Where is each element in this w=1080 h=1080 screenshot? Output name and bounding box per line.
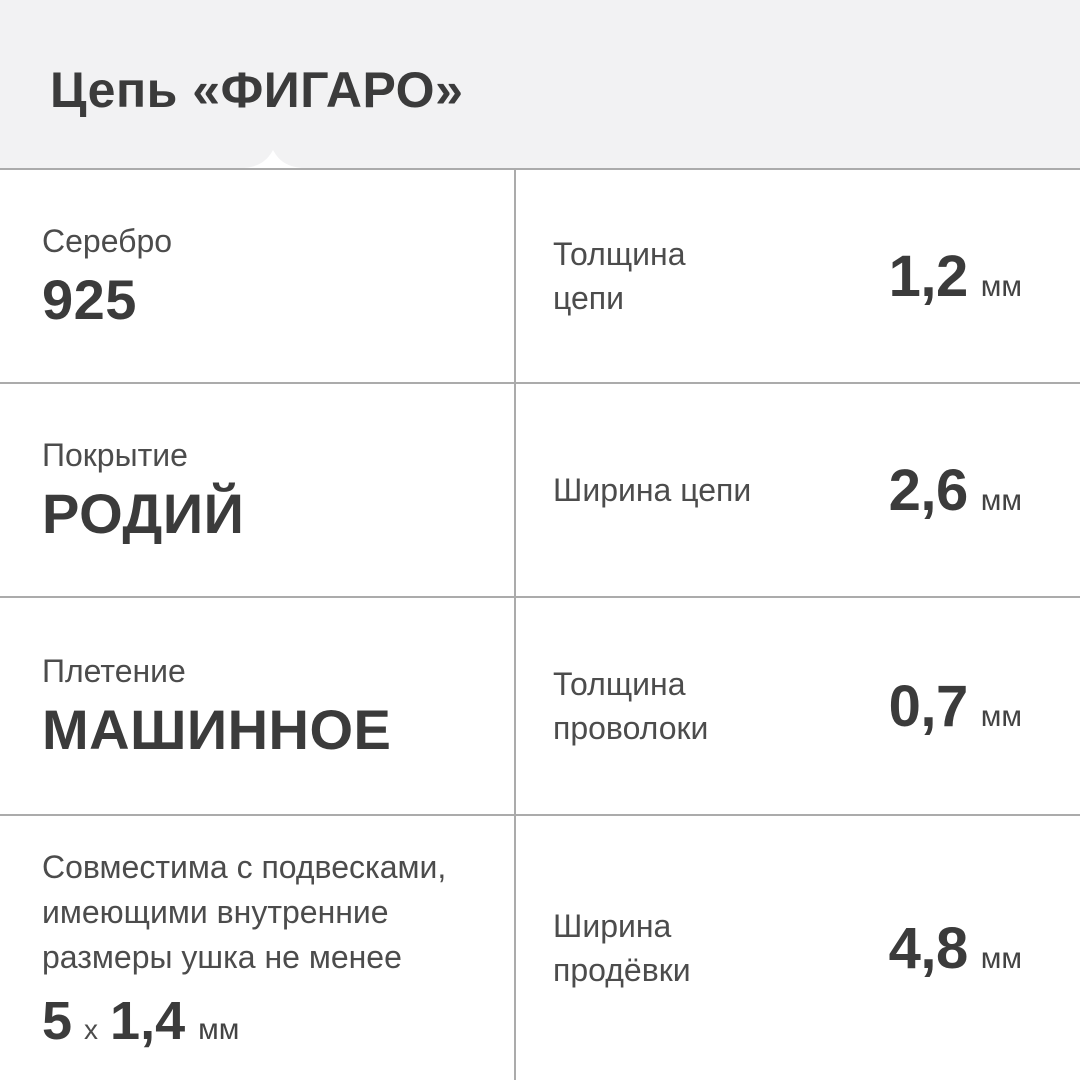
measure-number: 1,2 <box>888 243 969 309</box>
cell-silver: Серебро 925 <box>0 170 515 382</box>
cell-chain-thickness: Толщина цепи 1,2 мм <box>515 170 1080 382</box>
cell-threading-width: Ширина продёвки 4,8 мм <box>515 816 1080 1080</box>
header-pointer-notch <box>244 150 302 168</box>
measure-label: Толщина цепи <box>553 236 686 316</box>
measure-unit: мм <box>980 699 1022 733</box>
spec-value: 925 <box>42 268 137 331</box>
measure-label: Толщина проволоки <box>553 666 709 746</box>
table-row: Плетение МАШИННОЕ Толщина проволоки 0,7 … <box>0 598 1080 816</box>
measure-value: 4,8 мм <box>889 915 1022 982</box>
measure-number: 2,6 <box>888 457 969 523</box>
compatibility-note: Совместима с подвесками, имеющими внутре… <box>42 848 447 975</box>
spec-label: Серебро <box>42 223 173 259</box>
measure-label: Ширина продёвки <box>553 908 691 988</box>
measure-unit: мм <box>980 269 1022 303</box>
eyelet-size-num2: 1,4 <box>110 990 186 1051</box>
measure-number: 0,7 <box>888 673 969 739</box>
measure-label: Ширина цепи <box>553 472 752 508</box>
spec-label: Плетение <box>42 653 186 689</box>
cell-chain-width: Ширина цепи 2,6 мм <box>515 384 1080 596</box>
measure-unit: мм <box>980 941 1022 975</box>
measure-number: 4,8 <box>888 915 969 981</box>
card-header: Цепь «ФИГАРО» <box>0 0 1080 170</box>
page-title: Цепь «ФИГАРО» <box>50 62 464 118</box>
table-row: Серебро 925 Толщина цепи 1,2 мм <box>0 170 1080 384</box>
spec-value: МАШИННОЕ <box>42 698 392 761</box>
column-divider <box>514 170 516 1080</box>
measure-value: 0,7 мм <box>889 673 1022 740</box>
spec-label: Покрытие <box>42 437 188 473</box>
table-row: Совместима с подвесками, имеющими внутре… <box>0 816 1080 1080</box>
spec-table: Серебро 925 Толщина цепи 1,2 мм Покрытие… <box>0 170 1080 1080</box>
measure-unit: мм <box>980 483 1022 517</box>
cell-coating: Покрытие РОДИЙ <box>0 384 515 596</box>
eyelet-size-num1: 5 <box>42 990 73 1051</box>
eyelet-size-times: х <box>84 1013 99 1045</box>
table-row: Покрытие РОДИЙ Ширина цепи 2,6 мм <box>0 384 1080 598</box>
measure-value: 1,2 мм <box>889 243 1022 310</box>
eyelet-size: 5 х 1,4 мм <box>42 990 485 1052</box>
spec-value: РОДИЙ <box>42 482 245 545</box>
cell-compatibility: Совместима с подвесками, имеющими внутре… <box>0 816 515 1080</box>
eyelet-size-unit: мм <box>198 1012 240 1046</box>
cell-wire-thickness: Толщина проволоки 0,7 мм <box>515 598 1080 814</box>
measure-value: 2,6 мм <box>889 457 1022 524</box>
cell-weave: Плетение МАШИННОЕ <box>0 598 515 814</box>
